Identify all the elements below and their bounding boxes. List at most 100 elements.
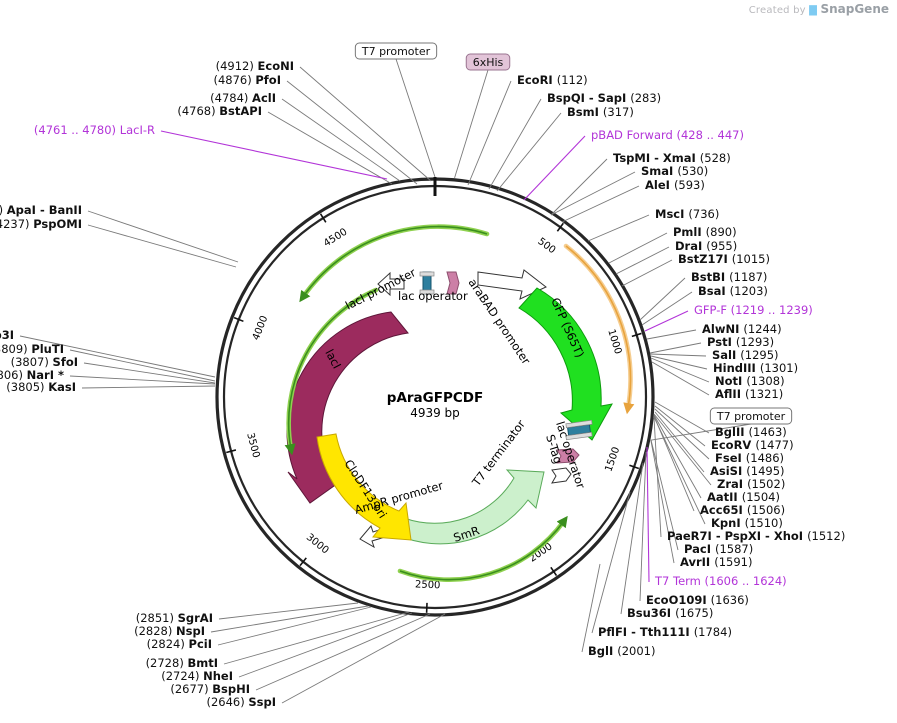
enzyme-label[interactable]: AvrII (1591) — [680, 555, 752, 569]
leader-line — [644, 310, 689, 332]
feature-lac-operator-top[interactable] — [419, 271, 435, 295]
enzyme-label[interactable]: BspQI - SapI (283) — [547, 91, 661, 105]
enzyme-label[interactable]: NotI (1308) — [715, 374, 785, 388]
enzyme-label[interactable]: PaeR7I - PspXI - XhoI (1512) — [667, 529, 845, 543]
tick-mark — [550, 566, 558, 577]
enzyme-label[interactable]: AatII (1504) — [707, 490, 780, 504]
enzyme-label[interactable]: BglII (1463) — [715, 425, 787, 439]
boxed-feature-label[interactable]: T7 promoter — [709, 407, 793, 425]
svg-text:BspQI - SapI (283): BspQI - SapI (283) — [547, 91, 661, 105]
leader-line — [639, 451, 647, 602]
enzyme-label[interactable]: AflII (1321) — [715, 387, 783, 401]
enzyme-label[interactable]: SmaI (530) — [641, 164, 708, 178]
enzyme-label[interactable]: (2824) PciI — [147, 637, 212, 651]
tick-label: 3500 — [244, 432, 261, 459]
label-box-text: T7 promoter — [716, 410, 786, 423]
enzyme-label[interactable]: PflFI - Tth111I (1784) — [598, 625, 732, 639]
enzyme-label[interactable]: (4241) ApaI - BanII — [0, 203, 82, 217]
enzyme-label[interactable]: AlwNI (1244) — [702, 322, 782, 336]
enzyme-label[interactable]: (2828) NspI — [134, 624, 205, 638]
leader-line — [454, 69, 489, 179]
svg-text:BstZ17I (1015): BstZ17I (1015) — [678, 252, 770, 266]
enzyme-label[interactable]: KpnI (1510) — [711, 516, 783, 530]
enzyme-label[interactable]: AsiSI (1495) — [710, 464, 785, 478]
enzyme-label[interactable]: BstBI (1187) — [691, 270, 767, 284]
enzyme-label[interactable]: Acc65I (1506) — [700, 503, 785, 517]
leader-line — [286, 80, 418, 185]
enzyme-label[interactable]: Bsu36I (1675) — [627, 606, 713, 620]
leader-line — [581, 563, 601, 653]
leader-line — [561, 185, 640, 223]
enzyme-label[interactable]: BstZ17I (1015) — [678, 252, 770, 266]
feature-S-Tag[interactable] — [556, 448, 580, 464]
leader-line — [87, 224, 237, 268]
enzyme-label[interactable]: DraI (955) — [675, 239, 737, 253]
leader-line — [649, 342, 702, 354]
enzyme-label[interactable]: BsmI (317) — [567, 105, 634, 119]
enzyme-label[interactable]: GFP-F (1219 .. 1239) — [694, 303, 813, 317]
enzyme-label[interactable]: BglI (2001) — [588, 644, 655, 658]
leader-line — [81, 385, 216, 389]
enzyme-label[interactable]: (4912) EcoNI — [216, 59, 294, 73]
svg-text:BsaI (1203): BsaI (1203) — [698, 284, 768, 298]
boxed-feature-label[interactable]: T7 promoter — [354, 42, 438, 60]
enzyme-label[interactable]: PstI (1293) — [707, 335, 774, 349]
enzyme-label[interactable]: BsaI (1203) — [698, 284, 768, 298]
enzyme-label[interactable]: (4761 .. 4780) LacI-R — [34, 123, 155, 137]
leader-line — [238, 612, 413, 678]
enzyme-label[interactable]: ZraI (1502) — [717, 477, 785, 491]
leader-line — [646, 329, 697, 340]
leader-line — [653, 414, 702, 499]
feature-lacI-promoter[interactable] — [377, 271, 405, 297]
enzyme-label[interactable]: (2677) BspHI — [170, 682, 250, 696]
svg-text:(3807) SfoI: (3807) SfoI — [11, 355, 78, 369]
enzyme-label[interactable]: EcoO109I (1636) — [646, 593, 749, 607]
leader-line — [608, 232, 668, 264]
enzyme-label[interactable]: EcoRI (112) — [517, 73, 588, 87]
enzyme-label[interactable]: (3805) KasI — [6, 380, 76, 394]
svg-text:T7 Term (1606 .. 1624): T7 Term (1606 .. 1624) — [654, 574, 787, 588]
leader-line — [299, 66, 432, 182]
svg-text:GFP-F (1219 .. 1239): GFP-F (1219 .. 1239) — [694, 303, 813, 317]
enzyme-label[interactable]: (2851) SgrAI — [136, 611, 213, 625]
enzyme-label[interactable]: AleI (593) — [645, 178, 705, 192]
enzyme-label[interactable]: (2728) BmtI — [146, 656, 218, 670]
feature-6xHis[interactable] — [446, 271, 460, 295]
plasmid-name: pAraGFPCDF — [387, 390, 483, 406]
leader-line — [650, 357, 710, 383]
enzyme-label[interactable]: (4784) AclI — [210, 91, 276, 105]
feature-GFP[interactable]: GFP (S65T) — [518, 287, 613, 441]
enzyme-label[interactable]: HindIII (1301) — [713, 361, 798, 375]
tick-mark — [233, 316, 244, 323]
enzyme-label[interactable]: FseI (1486) — [715, 451, 784, 465]
feature-lacI[interactable]: lacI — [286, 311, 409, 504]
enzyme-label[interactable]: SalI (1295) — [712, 348, 779, 362]
enzyme-label[interactable]: (4237) PspOMI — [0, 217, 82, 231]
svg-text:KpnI (1510): KpnI (1510) — [711, 516, 783, 530]
enzyme-label[interactable]: MscI (736) — [655, 207, 719, 221]
feature-lac-operator-right[interactable] — [565, 419, 593, 441]
enzyme-label[interactable]: EcoRV (1477) — [711, 438, 794, 452]
enzyme-label[interactable]: PmlI (890) — [673, 225, 737, 239]
enzyme-label[interactable]: pBAD Forward (428 .. 447) — [591, 128, 744, 142]
label-box — [709, 407, 793, 425]
enzyme-label[interactable]: (2724) NheI — [161, 669, 233, 683]
svg-text:(2828) NspI: (2828) NspI — [134, 624, 205, 638]
enzyme-label[interactable]: TspMI - XmaI (528) — [613, 151, 731, 165]
enzyme-label[interactable]: (3829) BsmBI - Esp3I — [0, 328, 14, 342]
enzyme-label[interactable]: PacI (1587) — [684, 542, 753, 556]
svg-text:BglII (1463): BglII (1463) — [715, 425, 787, 439]
feature-T7-terminator[interactable] — [551, 467, 572, 484]
enzyme-label[interactable]: (4768) BstAPI — [177, 104, 262, 118]
enzyme-label[interactable]: (3806) NarI * — [0, 368, 64, 382]
enzyme-label[interactable]: (3807) SfoI — [11, 355, 78, 369]
enzyme-label[interactable]: (2646) SspI — [206, 695, 276, 709]
enzyme-label[interactable]: T7 Term (1606 .. 1624) — [654, 574, 787, 588]
boxed-feature-label[interactable]: 6xHis — [465, 53, 511, 71]
label-box-text: T7 promoter — [361, 45, 431, 58]
svg-text:EcoRI (112): EcoRI (112) — [517, 73, 588, 87]
enzyme-label[interactable]: (4876) PfoI — [213, 73, 281, 87]
leader-line — [496, 112, 562, 192]
svg-text:(4784) AclI: (4784) AclI — [210, 91, 276, 105]
enzyme-label[interactable]: (3809) PluTI — [0, 342, 64, 356]
